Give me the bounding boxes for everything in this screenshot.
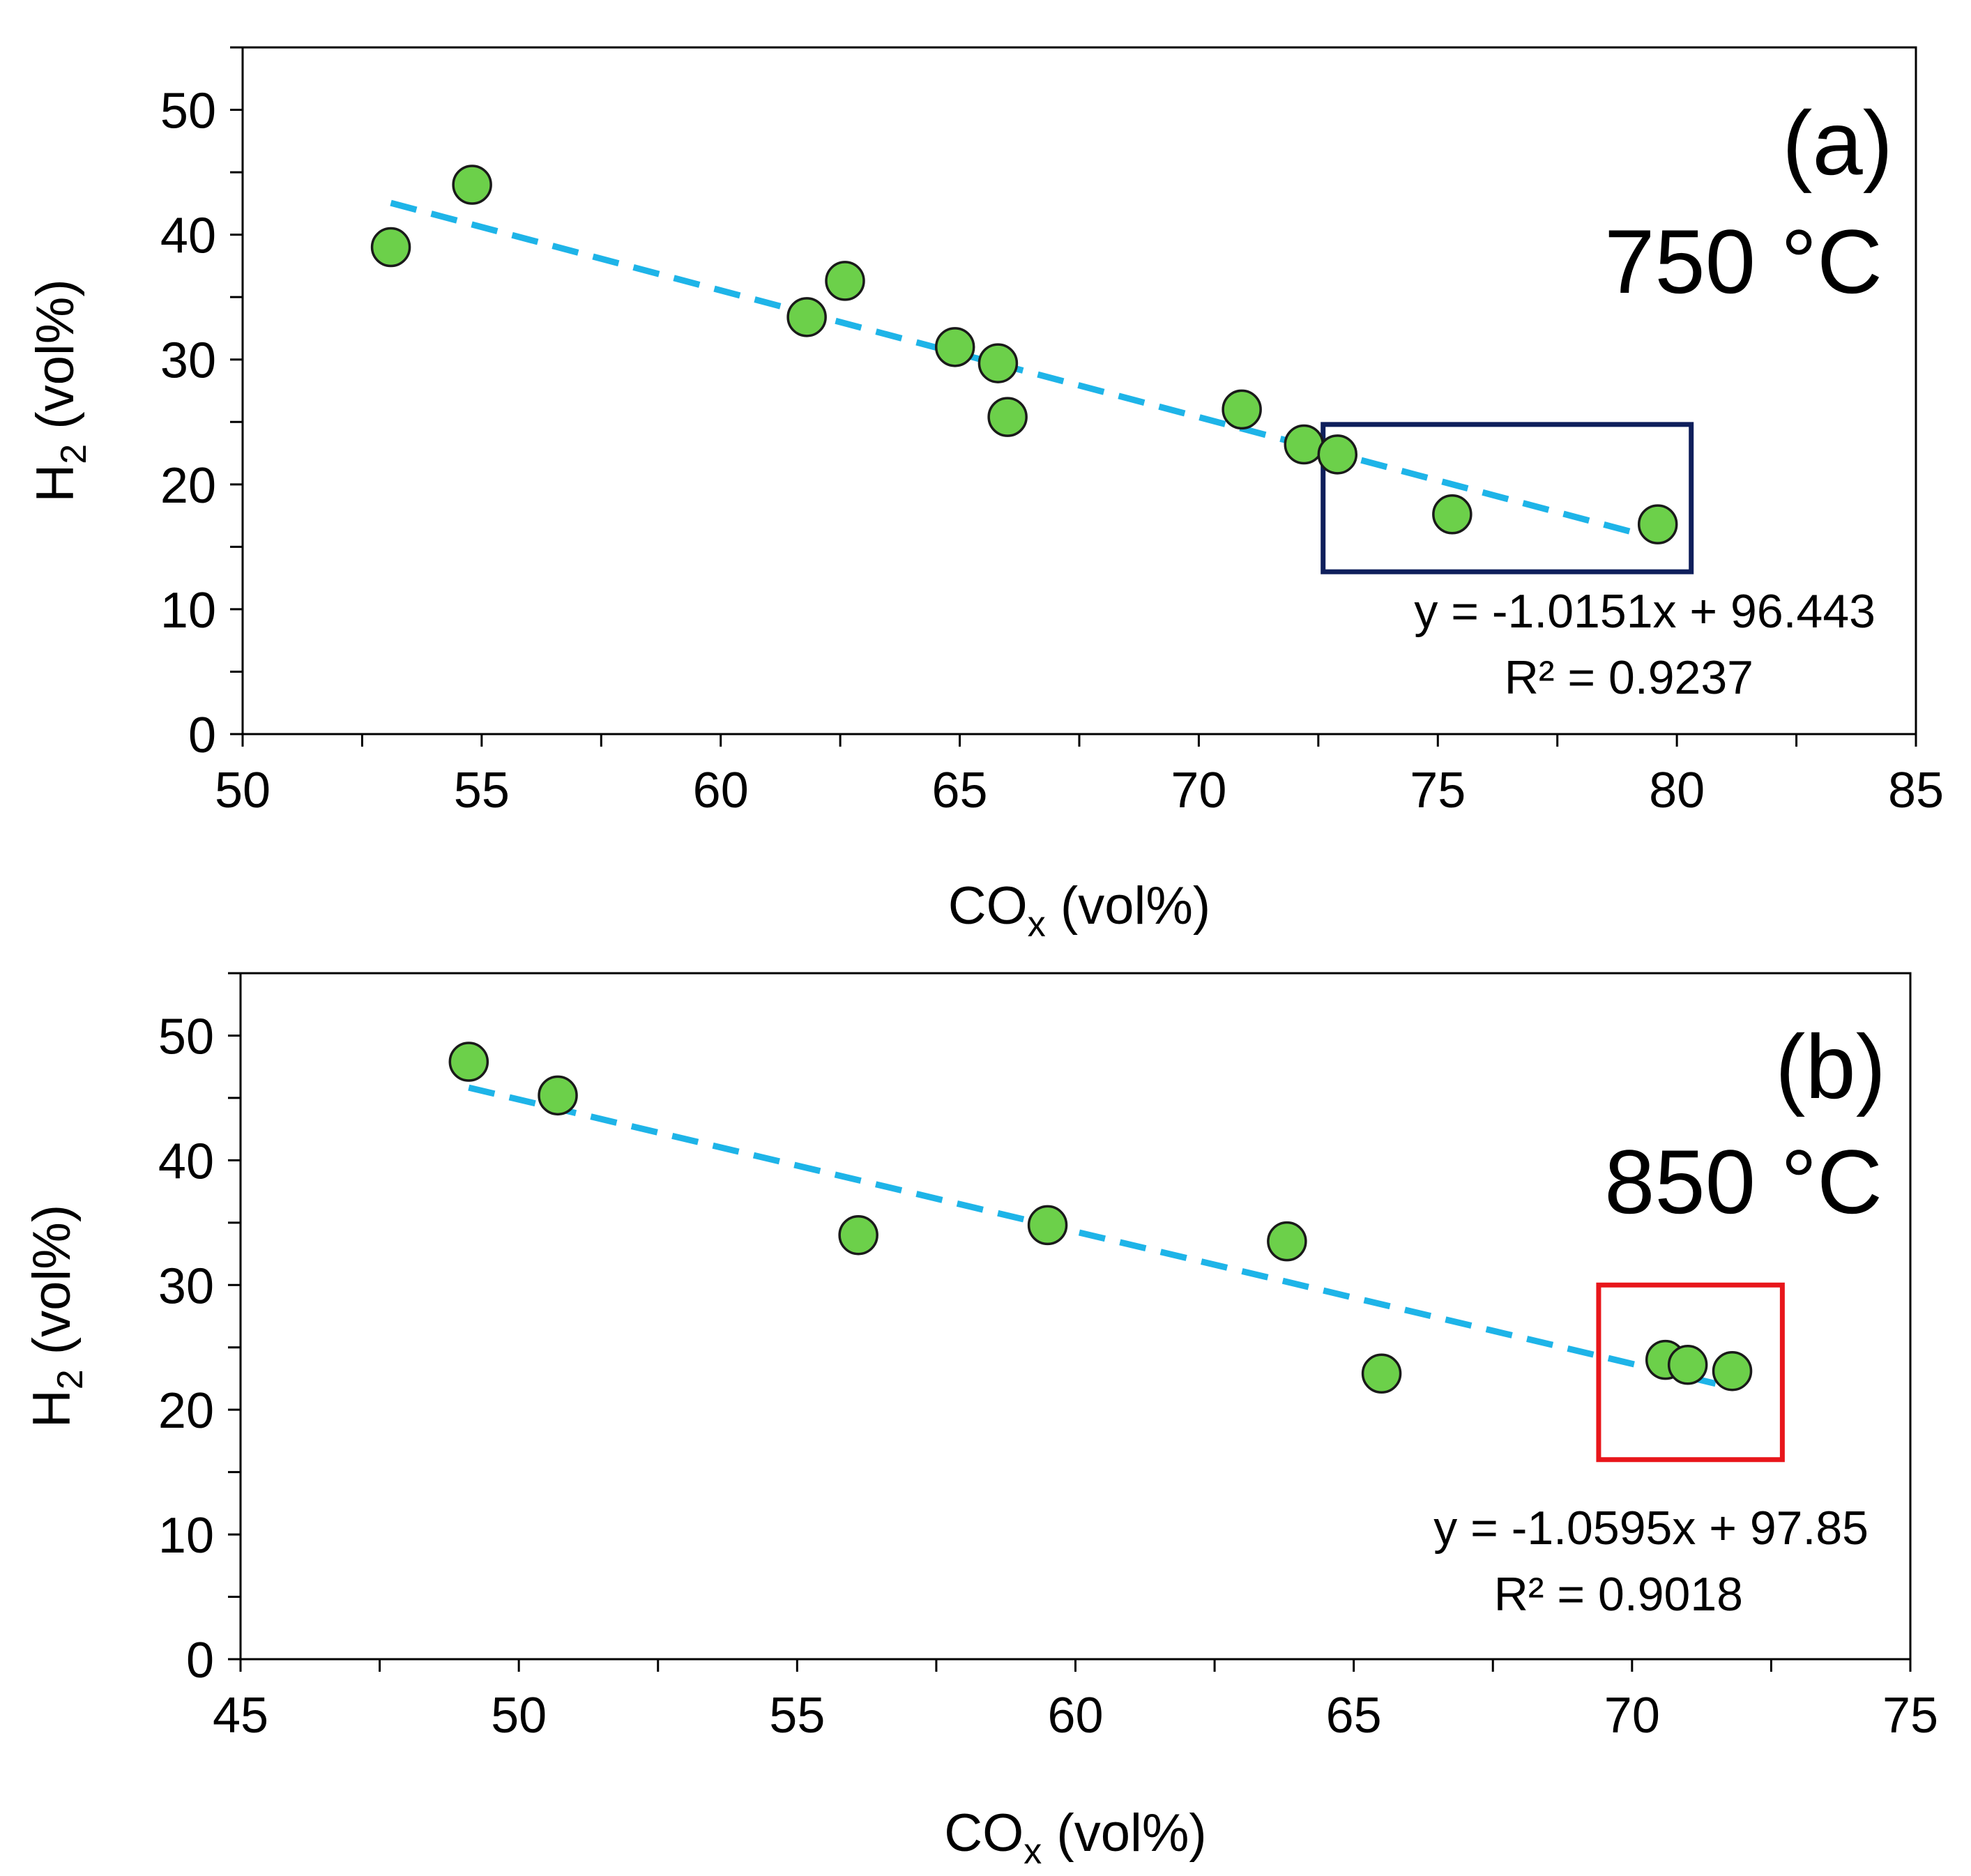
data-point (370, 227, 411, 268)
x-axis-title-main: CO (944, 1803, 1023, 1863)
y-axis-title-main: H (22, 1389, 82, 1428)
data-point (1284, 424, 1325, 465)
data-point (1027, 1205, 1068, 1246)
temperature-label: 750 °C (1604, 211, 1882, 312)
panel-label: (b) (1775, 1016, 1886, 1118)
panel-label: (a) (1782, 92, 1893, 194)
data-point (1637, 504, 1678, 544)
y-tick-label: 50 (160, 84, 216, 139)
y-tick-label: 0 (188, 708, 216, 763)
trendline (390, 199, 1659, 542)
x-tick-label: 60 (1047, 1688, 1103, 1744)
data-point (838, 1214, 878, 1256)
data-point (448, 1042, 489, 1082)
y-tick-label: 30 (158, 1258, 214, 1314)
trendline-equation: y = -1.0151x + 96.443 (1414, 585, 1875, 638)
x-tick-label: 60 (693, 763, 749, 818)
x-tick-label: 65 (932, 763, 988, 818)
x-tick-label: 70 (1604, 1688, 1660, 1744)
x-axis-title-subscript: x (1023, 1831, 1042, 1872)
y-tick-label: 40 (158, 1134, 214, 1189)
data-point (1432, 494, 1472, 535)
y-tick-label: 10 (160, 583, 216, 639)
x-axis-title: COx (vol%) (944, 1803, 1206, 1872)
y-axis-title-unit: (vol%) (26, 279, 85, 443)
data-point (1712, 1350, 1753, 1391)
x-axis-title: COx (vol%) (948, 876, 1210, 945)
temperature-label: 850 °C (1604, 1131, 1882, 1233)
y-axis-title-unit: (vol%) (22, 1205, 82, 1369)
x-axis-title-unit: (vol%) (1042, 1803, 1206, 1863)
data-point (1667, 1345, 1708, 1385)
x-axis-title-unit: (vol%) (1046, 876, 1210, 936)
y-tick-label: 10 (158, 1508, 214, 1564)
data-point (538, 1075, 578, 1116)
x-tick-label: 75 (1410, 763, 1466, 818)
trendline-equation: y = -1.0595x + 97.85 (1433, 1502, 1869, 1555)
y-tick-label: 40 (160, 208, 216, 264)
data-point (1222, 389, 1262, 430)
r-squared-label: R² = 0.9018 (1494, 1568, 1743, 1621)
y-axis-title-subscript: 2 (50, 1369, 91, 1389)
y-tick-label: 50 (158, 1009, 214, 1065)
x-tick-label: 50 (491, 1688, 547, 1744)
x-tick-label: 50 (215, 763, 271, 818)
y-tick-label: 20 (160, 458, 216, 514)
data-point (987, 397, 1028, 437)
trendline (468, 1084, 1733, 1391)
highlight-box (1596, 1282, 1785, 1463)
x-axis-title-subscript: x (1028, 904, 1046, 945)
data-point (452, 165, 492, 205)
x-tick-label: 65 (1326, 1688, 1382, 1744)
plot-frame (239, 972, 1912, 1661)
x-tick-label: 85 (1888, 763, 1944, 818)
data-point (825, 261, 865, 301)
x-tick-label: 45 (213, 1688, 268, 1744)
data-point (1361, 1353, 1402, 1394)
y-axis-title: H2 (vol%) (26, 279, 94, 502)
data-point (1317, 434, 1358, 475)
x-tick-label: 55 (454, 763, 510, 818)
x-tick-label: 55 (769, 1688, 825, 1744)
data-point (1267, 1221, 1307, 1262)
data-point (786, 297, 827, 337)
highlight-box (1321, 422, 1694, 574)
y-tick-label: 20 (158, 1383, 214, 1439)
x-axis-title-main: CO (948, 876, 1028, 936)
data-point (977, 343, 1019, 383)
r-squared-label: R² = 0.9237 (1505, 651, 1753, 704)
y-axis-title-subscript: 2 (54, 444, 94, 464)
y-tick-label: 0 (186, 1633, 214, 1688)
data-point (934, 327, 975, 367)
x-tick-label: 70 (1171, 763, 1226, 818)
y-axis-title: H2 (vol%) (22, 1205, 91, 1428)
y-tick-label: 30 (160, 333, 216, 389)
x-tick-label: 75 (1882, 1688, 1938, 1744)
y-axis-title-main: H (26, 464, 85, 503)
x-tick-label: 80 (1649, 763, 1705, 818)
